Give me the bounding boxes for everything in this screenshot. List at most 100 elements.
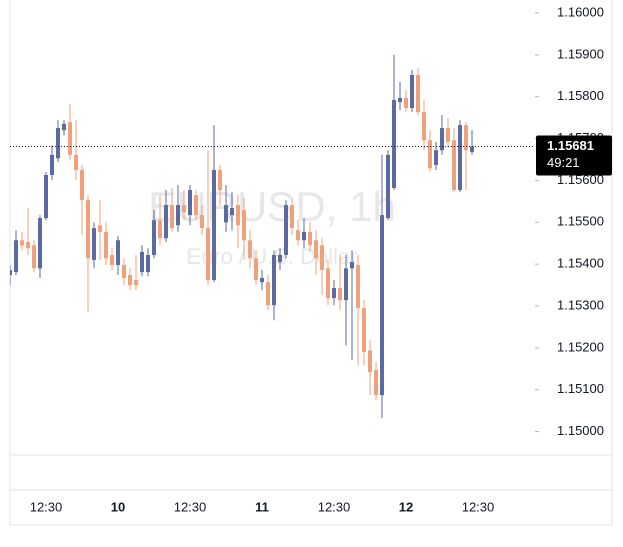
candle-body bbox=[410, 74, 414, 108]
candle-body bbox=[74, 154, 78, 170]
candle-body bbox=[272, 254, 276, 306]
candle-body bbox=[50, 154, 54, 175]
candle-body bbox=[110, 254, 114, 265]
candle-body bbox=[470, 146, 474, 152]
candle-body bbox=[326, 268, 330, 299]
y-tick-label: 1.15000 bbox=[557, 423, 604, 438]
candle-body bbox=[164, 205, 168, 239]
candle-body bbox=[368, 350, 372, 373]
candle-body bbox=[92, 228, 96, 260]
candle-body bbox=[116, 240, 120, 265]
candle-body bbox=[200, 215, 204, 229]
candle-body bbox=[224, 205, 228, 223]
y-tick-label: 1.16000 bbox=[557, 4, 604, 19]
x-tick-label: 12 bbox=[399, 499, 413, 514]
candle-body bbox=[440, 128, 444, 151]
candle-body bbox=[404, 97, 408, 108]
candle-body bbox=[254, 258, 258, 281]
candle-body bbox=[14, 240, 18, 273]
y-tick-label: 1.15100 bbox=[557, 381, 604, 396]
candle-body bbox=[218, 169, 222, 191]
candle-body bbox=[314, 240, 318, 259]
candle-body bbox=[158, 220, 162, 239]
candle-body bbox=[284, 205, 288, 255]
candle-body bbox=[278, 254, 282, 263]
candle-body bbox=[122, 264, 126, 278]
y-tick-label: 1.15200 bbox=[557, 339, 604, 354]
candle-body bbox=[86, 200, 90, 259]
candle-body bbox=[356, 264, 360, 309]
candle-body bbox=[386, 154, 390, 219]
x-tick-label: 12:30 bbox=[318, 499, 351, 514]
candle-body bbox=[362, 308, 366, 353]
candle-body bbox=[56, 128, 60, 159]
candle-body bbox=[248, 240, 252, 259]
candle-body bbox=[308, 231, 312, 246]
candle-body bbox=[206, 228, 210, 281]
candle-body bbox=[182, 205, 186, 213]
y-tick-label: 1.15400 bbox=[557, 256, 604, 271]
candle-body bbox=[338, 287, 342, 301]
last-price-label: 1.15681 bbox=[547, 138, 594, 153]
candle-body bbox=[434, 150, 438, 165]
candle-body bbox=[296, 230, 300, 241]
candle-body bbox=[446, 128, 450, 142]
candle-body bbox=[38, 218, 42, 269]
x-tick-label: 12:30 bbox=[30, 499, 63, 514]
candle-body bbox=[188, 190, 192, 216]
y-tick-label: 1.15600 bbox=[557, 172, 604, 187]
price-marker: 1.15681 49:21 bbox=[536, 135, 612, 176]
candle-body bbox=[146, 254, 150, 273]
candle-body bbox=[428, 140, 432, 169]
candle-body bbox=[320, 245, 324, 270]
candle-body bbox=[422, 112, 426, 141]
candle-body bbox=[134, 280, 138, 286]
x-tick-label: 11 bbox=[255, 499, 269, 514]
candle-body bbox=[452, 140, 456, 191]
candle-body bbox=[20, 240, 24, 246]
candle-body bbox=[302, 231, 306, 241]
candle-body bbox=[236, 205, 240, 226]
candle-body bbox=[68, 122, 72, 155]
candle-body bbox=[32, 245, 36, 269]
y-tick-label: 1.15900 bbox=[557, 46, 604, 61]
x-tick-label: 12:30 bbox=[462, 499, 495, 514]
y-tick-label: 1.15500 bbox=[557, 214, 604, 229]
x-tick-label: 10 bbox=[111, 499, 125, 514]
candle-body bbox=[152, 220, 156, 255]
candle-body bbox=[380, 215, 384, 396]
candle-body bbox=[266, 282, 270, 306]
candle-body bbox=[374, 370, 378, 396]
candle-body bbox=[398, 97, 402, 103]
candle-body bbox=[350, 262, 354, 269]
candle-body bbox=[62, 123, 66, 131]
candle-body bbox=[416, 74, 420, 113]
x-tick-label: 12:30 bbox=[174, 499, 207, 514]
candle-body bbox=[104, 231, 108, 259]
candle-body bbox=[332, 287, 336, 299]
candle-body bbox=[26, 241, 30, 249]
y-tick-label: 1.15300 bbox=[557, 297, 604, 312]
last-price-box bbox=[536, 135, 612, 176]
candles bbox=[10, 54, 535, 419]
candle-body bbox=[290, 205, 294, 229]
candle-body bbox=[170, 205, 174, 229]
candle-body bbox=[176, 205, 180, 226]
candle-body bbox=[44, 174, 48, 219]
candle-body bbox=[10, 269, 12, 276]
candle-body bbox=[344, 268, 348, 301]
countdown-label: 49:21 bbox=[547, 155, 580, 170]
candle-body bbox=[458, 125, 462, 191]
candle-body bbox=[98, 225, 102, 232]
candle-body bbox=[242, 210, 246, 241]
candle-body bbox=[212, 169, 216, 281]
price-axis: 1.15000 1.15100 1.15200 1.15300 1.15400 1.155… bbox=[535, 4, 604, 438]
candle-body bbox=[80, 169, 84, 201]
candle-body bbox=[392, 100, 396, 188]
candle-body bbox=[260, 277, 264, 283]
candle-body bbox=[140, 251, 144, 273]
candle-body bbox=[230, 208, 234, 216]
candle-body bbox=[194, 195, 198, 216]
